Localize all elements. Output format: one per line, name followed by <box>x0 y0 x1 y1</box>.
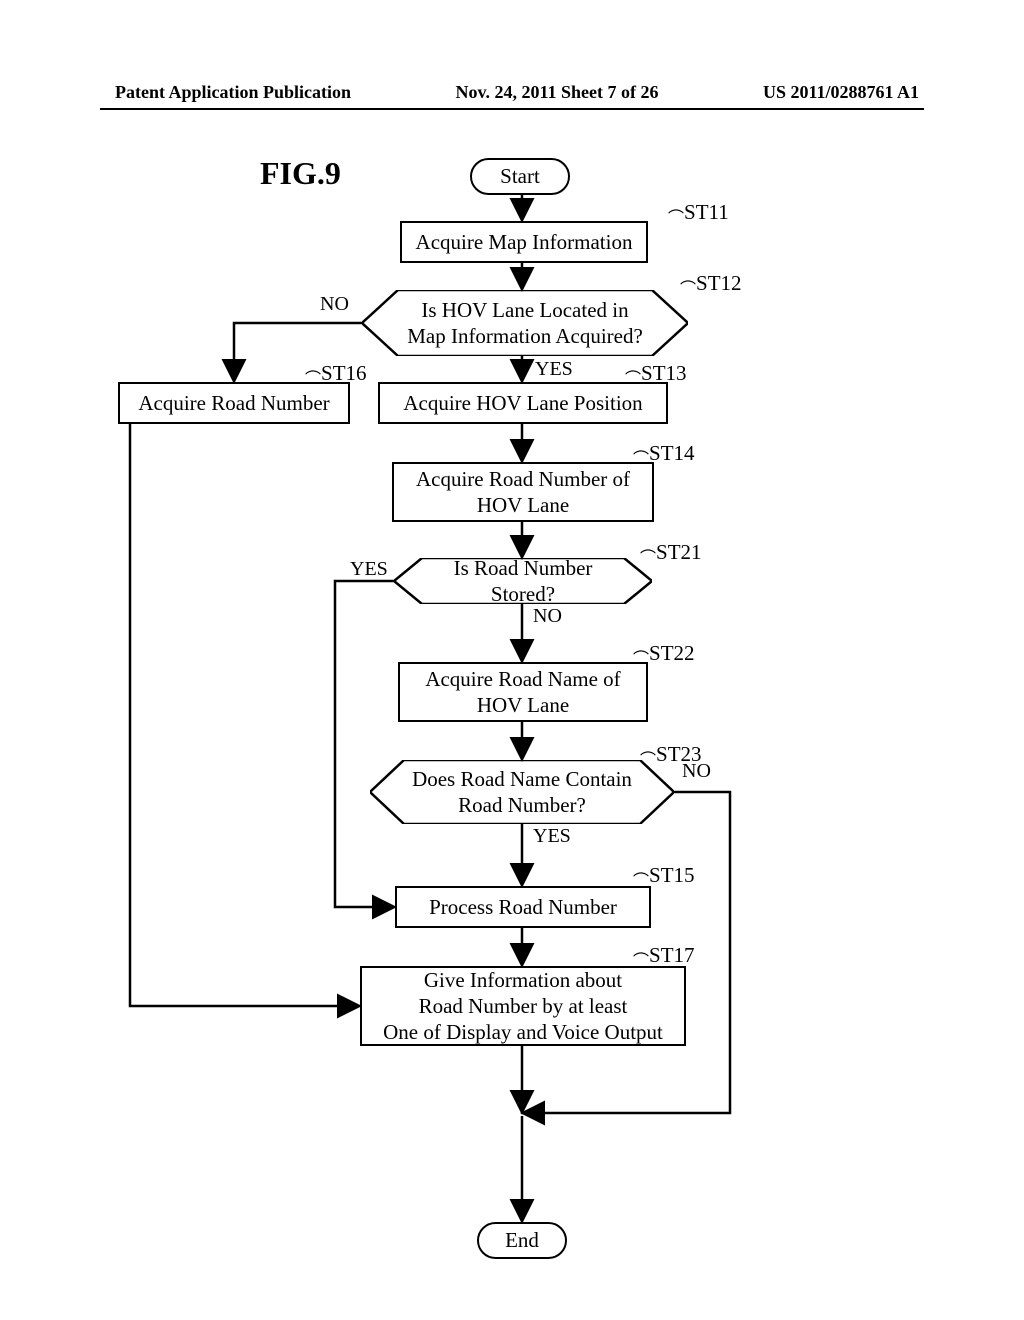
step-st14: ⌒ST14 <box>633 441 695 466</box>
process-st11-label: Acquire Map Information <box>416 229 633 255</box>
end-label: End <box>505 1228 539 1252</box>
start-terminator: Start <box>470 158 570 195</box>
start-label: Start <box>500 164 540 188</box>
decision-st23: Does Road Name Contain Road Number? <box>370 760 674 824</box>
decision-st12: Is HOV Lane Located in Map Information A… <box>362 290 688 356</box>
process-st14-label: Acquire Road Number of HOV Lane <box>416 466 630 519</box>
decision-st21-label: Is Road Number Stored? <box>424 555 622 608</box>
process-st14: Acquire Road Number of HOV Lane <box>392 462 654 522</box>
step-st22: ⌒ST22 <box>633 641 695 666</box>
process-st16-label: Acquire Road Number <box>138 390 329 416</box>
edge-st21-no: NO <box>533 605 562 628</box>
step-st21: ⌒ST21 <box>640 540 702 565</box>
arrows-layer <box>0 0 1024 1320</box>
step-st17: ⌒ST17 <box>633 943 695 968</box>
arrows-fix <box>0 0 1024 1320</box>
decision-st21: Is Road Number Stored? <box>394 558 652 604</box>
edge-st23-no: NO <box>682 760 711 783</box>
decision-st23-label: Does Road Name Contain Road Number? <box>412 766 632 819</box>
step-st11: ⌒ST11 <box>668 200 729 225</box>
process-st17: Give Information about Road Number by at… <box>360 966 686 1046</box>
step-st12: ⌒ST12 <box>680 271 742 296</box>
process-st15: Process Road Number <box>395 886 651 928</box>
flowchart: Start End Acquire Map Information ⌒ST11 … <box>0 0 1024 1320</box>
process-st11: Acquire Map Information <box>400 221 648 263</box>
process-st22: Acquire Road Name of HOV Lane <box>398 662 648 722</box>
process-st22-label: Acquire Road Name of HOV Lane <box>425 666 620 719</box>
edge-st12-no: NO <box>320 293 349 316</box>
step-st15: ⌒ST15 <box>633 863 695 888</box>
process-st13: Acquire HOV Lane Position <box>378 382 668 424</box>
process-st16: Acquire Road Number <box>118 382 350 424</box>
edge-st12-yes: YES <box>535 358 573 381</box>
edge-st21-yes: YES <box>350 558 388 581</box>
end-terminator: End <box>477 1222 567 1259</box>
process-st15-label: Process Road Number <box>429 894 617 920</box>
process-st17-label: Give Information about Road Number by at… <box>383 967 663 1046</box>
process-st13-label: Acquire HOV Lane Position <box>403 390 642 416</box>
step-st16: ⌒ST16 <box>305 361 367 386</box>
decision-st12-label: Is HOV Lane Located in Map Information A… <box>407 297 643 350</box>
step-st13: ⌒ST13 <box>625 361 687 386</box>
edge-st23-yes: YES <box>533 825 571 848</box>
